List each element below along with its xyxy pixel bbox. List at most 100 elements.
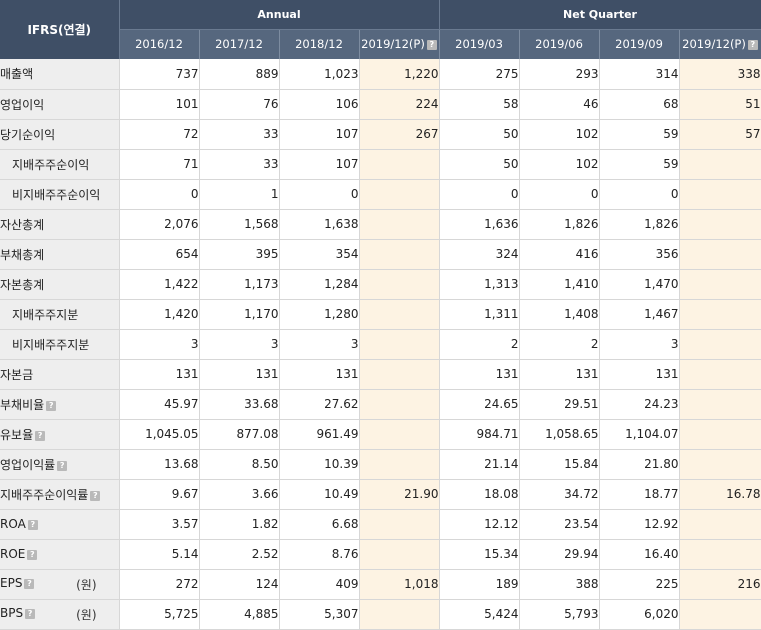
value-cell: 416 xyxy=(519,239,600,270)
value-cell: 71 xyxy=(119,149,200,180)
value-cell: 33 xyxy=(199,119,280,150)
value-cell: 0 xyxy=(439,179,520,210)
value-cell: 961.49 xyxy=(279,419,360,450)
projected-value-cell xyxy=(679,269,761,300)
value-cell: 1,173 xyxy=(199,269,280,300)
value-cell: 0 xyxy=(279,179,360,210)
help-icon[interactable]: ? xyxy=(57,460,68,471)
help-icon[interactable]: ? xyxy=(35,430,46,441)
projected-value-cell xyxy=(679,539,761,570)
value-cell: 225 xyxy=(599,569,680,600)
help-icon[interactable]: ? xyxy=(27,550,38,560)
projected-value-cell xyxy=(359,539,440,570)
value-cell: 18.77 xyxy=(599,479,680,510)
projected-value-cell xyxy=(679,149,761,180)
projected-value-cell xyxy=(359,359,440,390)
row-label-text: 지배주주순이익률 xyxy=(0,487,89,502)
period-header-annual: 2017/12 xyxy=(199,29,280,59)
projected-value-cell xyxy=(359,179,440,210)
value-cell: 107 xyxy=(279,149,360,180)
table-row: 비지배주주지분 3 3 3 2 2 3 xyxy=(0,329,761,360)
value-cell: 737 xyxy=(119,59,200,90)
projected-value-cell xyxy=(679,179,761,210)
value-cell: 50 xyxy=(439,149,520,180)
value-cell: 107 xyxy=(279,119,360,150)
value-cell: 21.80 xyxy=(599,449,680,480)
value-cell: 1,636 xyxy=(439,209,520,240)
period-label: 2016/12 xyxy=(135,37,183,52)
value-cell: 1,826 xyxy=(519,209,600,240)
value-cell: 15.34 xyxy=(439,539,520,570)
value-cell: 5,307 xyxy=(279,599,360,630)
value-cell: 275 xyxy=(439,59,520,90)
period-label: 2019/12(P) xyxy=(361,37,425,52)
value-cell: 1,408 xyxy=(519,299,600,330)
table-row: 자본금 131 131 131 131 131 131 xyxy=(0,359,761,390)
value-cell: 0 xyxy=(119,179,200,210)
table-row: 자산총계 2,076 1,568 1,638 1,636 1,826 1,826 xyxy=(0,209,761,240)
projected-value-cell xyxy=(359,209,440,240)
period-header-quarter: 2019/03 xyxy=(439,29,520,59)
table-row: 영업이익률? 13.68 8.50 10.39 21.14 15.84 21.80 xyxy=(0,449,761,480)
help-icon[interactable]: ? xyxy=(426,40,437,51)
row-label: 지배주주순이익률? xyxy=(0,479,120,510)
row-label-text: 영업이익 xyxy=(0,97,45,112)
value-cell: 8.76 xyxy=(279,539,360,570)
help-icon[interactable]: ? xyxy=(747,40,758,51)
value-cell: 10.39 xyxy=(279,449,360,480)
unit-label: (원) xyxy=(76,607,97,622)
value-cell: 2.52 xyxy=(199,539,280,570)
row-label: 부채총계 xyxy=(0,239,120,270)
table-row: 비지배주주순이익 0 1 0 0 0 0 xyxy=(0,179,761,210)
projected-value-cell: 51 xyxy=(679,89,761,120)
value-cell: 1,568 xyxy=(199,209,280,240)
help-icon[interactable]: ? xyxy=(25,608,36,619)
table-row: EPS? (원) 272 124 409 1,018 189 388 225 216 xyxy=(0,569,761,600)
row-label: BPS? (원) xyxy=(0,599,120,630)
help-icon[interactable]: ? xyxy=(90,490,101,501)
value-cell: 293 xyxy=(519,59,600,90)
value-cell: 29.51 xyxy=(519,389,600,420)
period-label: 2019/12(P) xyxy=(682,37,746,52)
value-cell: 1,313 xyxy=(439,269,520,300)
value-cell: 16.40 xyxy=(599,539,680,570)
accounting-standard-header: IFRS(연결) xyxy=(0,0,120,59)
row-label: 자본금 xyxy=(0,359,120,390)
value-cell: 1,104.07 xyxy=(599,419,680,450)
quarter-group-header: Net Quarter xyxy=(439,0,761,30)
projected-value-cell: 16.78 xyxy=(679,479,761,510)
help-icon[interactable]: ? xyxy=(27,520,38,530)
period-header-annual: 2018/12 xyxy=(279,29,360,59)
projected-value-cell: 224 xyxy=(359,89,440,120)
projected-value-cell: 21.90 xyxy=(359,479,440,510)
value-cell: 131 xyxy=(279,359,360,390)
projected-value-cell: 1,018 xyxy=(359,569,440,600)
help-icon[interactable]: ? xyxy=(46,400,57,411)
row-label: 지배주주순이익 xyxy=(0,149,120,180)
value-cell: 23.54 xyxy=(519,509,600,540)
projected-value-cell xyxy=(359,299,440,330)
value-cell: 1,467 xyxy=(599,299,680,330)
value-cell: 2 xyxy=(439,329,520,360)
row-label-text: BPS xyxy=(0,605,24,620)
value-cell: 395 xyxy=(199,239,280,270)
period-label: 2018/12 xyxy=(295,37,343,52)
help-icon[interactable]: ? xyxy=(24,578,35,589)
value-cell: 131 xyxy=(119,359,200,390)
projected-value-cell xyxy=(679,239,761,270)
projected-value-cell xyxy=(359,239,440,270)
row-label-text: 영업이익률 xyxy=(0,457,56,472)
projected-value-cell xyxy=(679,599,761,630)
value-cell: 3 xyxy=(119,329,200,360)
value-cell: 10.49 xyxy=(279,479,360,510)
value-cell: 59 xyxy=(599,149,680,180)
value-cell: 1,058.65 xyxy=(519,419,600,450)
value-cell: 101 xyxy=(119,89,200,120)
row-label-text: 비지배주주순이익 xyxy=(12,187,101,202)
table-row: 지배주주순이익률? 9.67 3.66 10.49 21.90 18.08 34.72 18.… xyxy=(0,479,761,510)
table-row: 자본총계 1,422 1,173 1,284 1,313 1,410 1,470 xyxy=(0,269,761,300)
value-cell: 50 xyxy=(439,119,520,150)
period-header-quarter: 2019/12(P)? xyxy=(679,29,761,59)
value-cell: 24.65 xyxy=(439,389,520,420)
